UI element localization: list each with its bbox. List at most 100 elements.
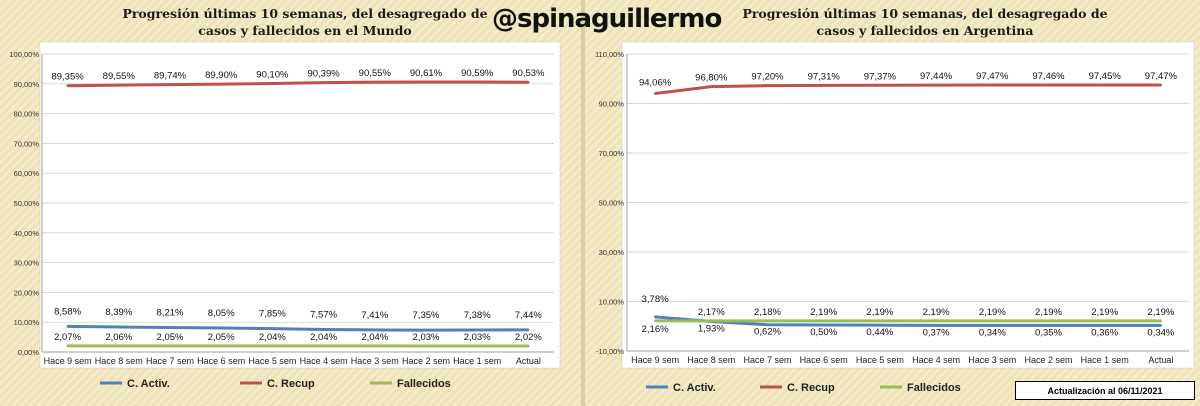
y-tick-label-argentina: 110,00% (595, 50, 624, 59)
data-point-c_recup-argentina (1159, 83, 1163, 87)
y-tick-label-world: 0,00% (18, 348, 40, 357)
data-label-c_activ-world: 7,44% (515, 310, 542, 321)
data-label-fallecidos-argentina: 2,19% (866, 307, 893, 318)
update-note: Actualización al 06/11/2021 (1015, 381, 1195, 400)
data-point-c_recup-argentina (822, 84, 825, 87)
data-label-c_recup-world: 90,10% (256, 70, 289, 81)
legend-label-fallecidos-world: Fallecidos (397, 378, 451, 390)
data-point-c_activ-argentina (822, 323, 825, 327)
data-point-fallecidos-argentina (766, 319, 769, 323)
data-point-c_recup-argentina (991, 83, 994, 87)
x-tick-label-world: Hace 8 sem (95, 356, 143, 366)
data-point-fallecidos-world (168, 344, 172, 348)
data-label-c_activ-argentina: 3,78% (642, 294, 669, 305)
data-label-fallecidos-world: 2,07% (54, 332, 81, 343)
data-point-c_activ-argentina (1103, 324, 1106, 327)
data-label-c_activ-world: 7,41% (361, 310, 388, 321)
data-point-fallecidos-argentina (653, 319, 657, 323)
data-label-c_activ-world: 8,58% (54, 306, 81, 317)
data-label-c_recup-world: 90,61% (410, 68, 443, 79)
legend-label-fallecidos-argentina: Fallecidos (907, 382, 961, 394)
data-point-c_activ-world (527, 328, 530, 332)
data-point-c_recup-world (373, 80, 376, 84)
data-label-fallecidos-argentina: 2,16% (642, 324, 669, 335)
data-point-c_recup-world (322, 81, 325, 84)
data-point-fallecidos-argentina (1159, 319, 1163, 323)
data-label-fallecidos-world: 2,04% (259, 332, 286, 343)
data-point-fallecidos-argentina (991, 319, 994, 323)
data-point-c_recup-argentina (766, 84, 769, 87)
data-point-c_activ-argentina (1159, 324, 1163, 327)
y-tick-label-world: 50,00% (14, 199, 40, 208)
data-label-c_activ-world: 7,57% (310, 309, 337, 320)
y-tick-label-world: 90,00% (14, 80, 40, 89)
data-point-c_activ-world (117, 325, 121, 329)
data-label-c_activ-world: 7,85% (259, 309, 286, 320)
y-tick-label-argentina: -10,00% (596, 347, 624, 356)
y-tick-label-world: 10,00% (14, 318, 40, 327)
data-label-fallecidos-world: 2,03% (464, 332, 491, 343)
x-tick-label-world: Hace 2 sem (402, 356, 450, 366)
data-point-c_activ-world (66, 325, 69, 328)
data-label-fallecidos-world: 2,03% (413, 332, 440, 343)
data-label-fallecidos-argentina: 2,19% (923, 307, 950, 318)
data-point-c_activ-world (476, 328, 479, 332)
data-point-c_activ-world (168, 326, 172, 329)
y-tick-label-world: 20,00% (14, 288, 40, 297)
data-point-c_recup-world (168, 83, 172, 86)
chart-title-argentina: Progresión últimas 10 semanas, del desag… (740, 5, 1110, 39)
data-point-c_activ-argentina (934, 324, 938, 327)
plot-area-world (39, 41, 561, 369)
data-label-c_recup-world: 90,53% (512, 68, 545, 79)
y-tick-label-world: 100,00% (9, 50, 39, 59)
data-label-c_activ-argentina: 0,62% (754, 327, 781, 338)
data-point-c_recup-world (424, 80, 428, 84)
data-point-c_recup-argentina (1047, 83, 1050, 87)
data-label-c_activ-argentina: 0,50% (810, 327, 837, 338)
data-point-c_activ-world (373, 328, 376, 332)
y-tick-label-world: 40,00% (14, 229, 40, 238)
data-label-fallecidos-argentina: 2,19% (810, 307, 837, 318)
series-line-c_activ-argentina (654, 315, 1161, 327)
data-point-fallecidos-world (66, 344, 69, 348)
data-label-c_recup-argentina: 97,45% (1089, 71, 1122, 82)
data-label-c_activ-world: 8,05% (208, 308, 235, 319)
data-label-c_activ-argentina: 1,93% (698, 323, 725, 334)
data-label-c_activ-argentina: 0,44% (866, 327, 893, 338)
x-tick-label-argentina: Hace 1 sem (1081, 355, 1129, 365)
x-tick-label-argentina: Hace 8 sem (687, 355, 735, 365)
data-point-fallecidos-argentina (1103, 319, 1106, 323)
data-label-c_activ-argentina: 0,34% (1147, 327, 1174, 338)
data-point-c_recup-world (66, 84, 69, 87)
data-label-c_activ-world: 8,21% (157, 308, 184, 319)
data-point-fallecidos-world (322, 344, 325, 348)
data-label-c_activ-world: 7,35% (413, 310, 440, 321)
x-tick-label-world: Hace 3 sem (351, 356, 399, 366)
data-label-fallecidos-argentina: 2,19% (1091, 307, 1118, 318)
data-label-fallecidos-argentina: 2,19% (1035, 307, 1062, 318)
data-label-fallecidos-world: 2,06% (105, 332, 132, 343)
y-tick-label-argentina: 30,00% (599, 248, 625, 257)
author-handle: @spinaguillermo (492, 4, 722, 34)
chart-title-argentina-line2: casos y fallecidos en Argentina (816, 23, 1034, 38)
x-tick-label-argentina: Hace 3 sem (968, 355, 1016, 365)
data-point-c_recup-argentina (1103, 83, 1106, 87)
y-tick-label-argentina: 10,00% (599, 298, 625, 307)
data-point-c_activ-world (424, 328, 428, 332)
data-label-c_recup-world: 89,74% (154, 71, 187, 82)
data-label-fallecidos-world: 2,02% (515, 332, 542, 343)
series-line-c_recup-world (67, 80, 529, 88)
data-label-c_activ-world: 7,38% (464, 310, 491, 321)
data-label-fallecidos-world: 2,05% (157, 332, 184, 343)
data-label-c_recup-argentina: 97,37% (864, 71, 897, 82)
data-point-fallecidos-argentina (1047, 319, 1050, 323)
data-point-fallecidos-world (220, 344, 223, 348)
data-point-c_recup-world (220, 82, 223, 86)
data-label-c_activ-argentina: 0,37% (923, 327, 950, 338)
data-point-c_activ-argentina (653, 315, 657, 319)
data-point-c_recup-world (476, 80, 479, 84)
chart-title-world-line2: casos y fallecidos en el Mundo (198, 23, 412, 38)
y-tick-label-argentina: 90,00% (599, 100, 625, 109)
data-point-c_recup-world (527, 81, 530, 84)
